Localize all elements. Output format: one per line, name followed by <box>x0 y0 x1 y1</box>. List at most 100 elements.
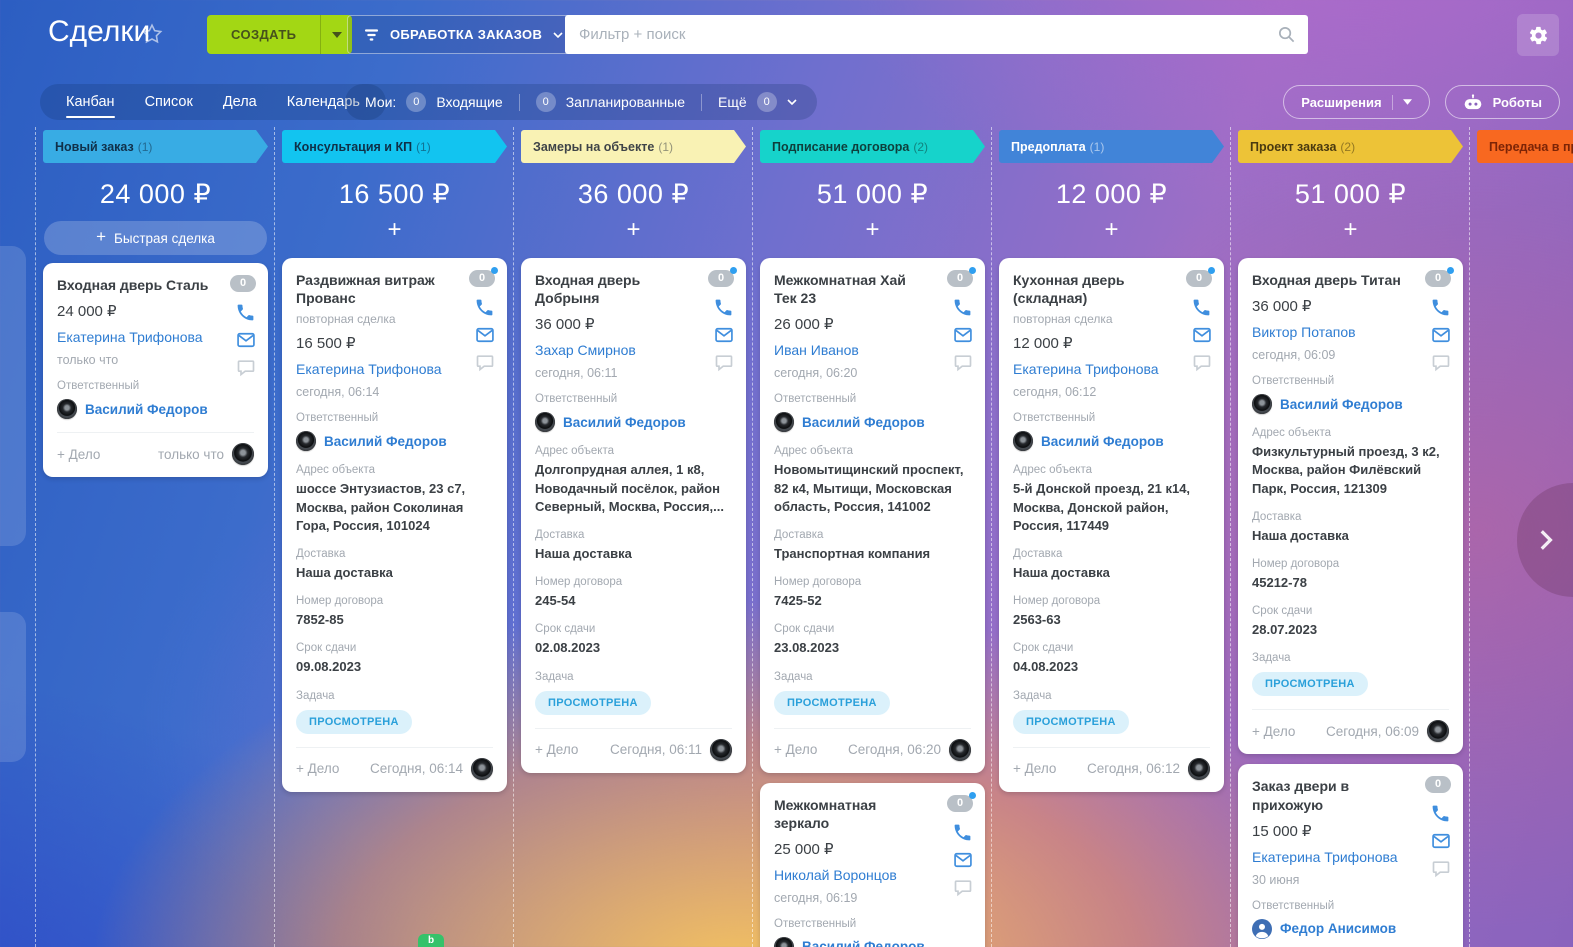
tab-activities[interactable]: Дела <box>222 94 257 110</box>
search-icon[interactable] <box>1277 25 1296 44</box>
deal-contact-link[interactable]: Екатерина Трифонова <box>1013 361 1159 378</box>
responsible-name-link[interactable]: Василий Федоров <box>563 414 686 430</box>
chat-icon[interactable] <box>714 352 734 372</box>
mail-icon[interactable] <box>1192 325 1212 345</box>
chat-icon[interactable] <box>1431 858 1451 878</box>
add-deal-button[interactable]: + <box>865 216 880 243</box>
phone-icon[interactable] <box>952 297 973 318</box>
column-header[interactable]: Предоплата (1) <box>999 130 1224 163</box>
chat-icon[interactable] <box>953 877 973 897</box>
deal-title: Раздвижная витраж Прованс <box>296 272 435 307</box>
task-status-badge[interactable]: ПРОСМОТРЕНА <box>296 709 412 734</box>
chevron-down-icon[interactable] <box>1402 99 1412 105</box>
phone-icon[interactable] <box>235 302 256 323</box>
mail-icon[interactable] <box>1431 325 1451 345</box>
deal-contact-link[interactable]: Захар Смирнов <box>535 342 636 359</box>
responsible-name-link[interactable]: Василий Федоров <box>1041 433 1164 449</box>
task-status-badge[interactable]: ПРОСМОТРЕНА <box>1252 672 1368 697</box>
more-count-badge[interactable]: 0 <box>756 92 777 112</box>
favorite-star-icon[interactable] <box>140 22 164 46</box>
column-header[interactable]: Консультация и КП (1) <box>282 130 507 163</box>
incoming-label[interactable]: Входящие <box>436 94 503 110</box>
deal-card[interactable]: 0 Входная дверь Добрыня 36 000 ₽ Захар Смир… <box>521 258 746 773</box>
column-header[interactable]: Передача в пр <box>1477 130 1573 163</box>
deal-contact-link[interactable]: Екатерина Трифонова <box>296 361 442 378</box>
task-status-badge[interactable]: ПРОСМОТРЕНА <box>1013 709 1129 734</box>
create-button-label[interactable]: СОЗДАТЬ <box>207 15 321 54</box>
add-deal-button[interactable]: + <box>1104 216 1119 243</box>
responsible-name-link[interactable]: Василий Федоров <box>85 401 208 417</box>
column-header[interactable]: Подписание договора (2) <box>760 130 985 163</box>
mail-icon[interactable] <box>475 325 495 345</box>
phone-icon[interactable] <box>713 297 734 318</box>
pipeline-selector-button[interactable]: ОБРАБОТКА ЗАКАЗОВ <box>347 15 581 54</box>
deal-title: Кухонная дверь (складная) <box>1013 272 1125 307</box>
responsible-name-link[interactable]: Федор Анисимов <box>1280 921 1397 937</box>
add-activity-link[interactable]: + Дело <box>57 446 101 462</box>
phone-icon[interactable] <box>1430 297 1451 318</box>
chat-widget-button[interactable]: b <box>418 934 444 947</box>
deal-card[interactable]: 0 Межкомнатная Хай Тек 23 26 000 ₽ Иван Ива… <box>760 258 985 773</box>
responsible-name-link[interactable]: Василий Федоров <box>802 414 925 430</box>
planned-count-badge[interactable]: 0 <box>535 92 556 112</box>
mail-icon[interactable] <box>236 330 256 350</box>
deal-card[interactable]: 0 Входная дверь Титан 36 000 ₽ Виктор Потап… <box>1238 258 1463 755</box>
tab-kanban[interactable]: Канбан <box>66 94 115 118</box>
task-status-badge[interactable]: ПРОСМОТРЕНА <box>774 690 890 715</box>
deal-contact-link[interactable]: Виктор Потапов <box>1252 324 1356 341</box>
deal-card[interactable]: 0 Межкомнатная зеркало 25 000 ₽ Николай Вор… <box>760 782 985 947</box>
chat-icon[interactable] <box>953 352 973 372</box>
create-button[interactable]: СОЗДАТЬ <box>207 15 353 54</box>
chat-icon[interactable] <box>1431 352 1451 372</box>
phone-icon[interactable] <box>952 822 973 843</box>
add-activity-link[interactable]: + Дело <box>774 742 818 757</box>
add-deal-button[interactable]: + <box>1343 216 1358 243</box>
deal-card[interactable]: 0 Кухонная дверь (складная) повторная сдел… <box>999 258 1224 792</box>
add-activity-link[interactable]: + Дело <box>296 761 340 776</box>
chevron-down-icon[interactable] <box>787 99 797 105</box>
add-activity-link[interactable]: + Дело <box>535 742 579 757</box>
mail-icon[interactable] <box>1431 831 1451 851</box>
phone-icon[interactable] <box>1430 803 1451 824</box>
robots-button[interactable]: Роботы <box>1444 85 1560 119</box>
column-header[interactable]: Проект заказа (2) <box>1238 130 1463 163</box>
chat-icon[interactable] <box>1192 352 1212 372</box>
settings-button[interactable] <box>1517 14 1559 56</box>
task-status-badge[interactable]: ПРОСМОТРЕНА <box>535 690 651 715</box>
responsible-name-link[interactable]: Василий Федоров <box>802 939 925 947</box>
quick-deal-button[interactable]: + Быстрая сделка <box>44 221 267 255</box>
mail-icon[interactable] <box>953 850 973 870</box>
responsible-name-link[interactable]: Василий Федоров <box>324 433 447 449</box>
add-deal-button[interactable]: + <box>387 216 402 243</box>
deal-card[interactable]: 0 Входная дверь Сталь 24 000 ₽ Екатерина Тр… <box>43 263 268 478</box>
deal-card[interactable]: 0 Раздвижная витраж Прованс повторная сдел… <box>282 258 507 792</box>
add-deal-button[interactable]: + <box>1476 163 1573 203</box>
mail-icon[interactable] <box>714 325 734 345</box>
deal-activity-time: сегодня, 06:09 <box>1252 348 1336 363</box>
responsible-name-link[interactable]: Василий Федоров <box>1280 396 1403 412</box>
mail-icon[interactable] <box>953 325 973 345</box>
phone-icon[interactable] <box>474 297 495 318</box>
phone-icon[interactable] <box>1191 297 1212 318</box>
extensions-button[interactable]: Расширения <box>1283 85 1430 119</box>
search-input[interactable] <box>565 15 1308 54</box>
deal-contact-link[interactable]: Екатерина Трифонова <box>1252 848 1398 865</box>
deal-contact-link[interactable]: Екатерина Трифонова <box>57 329 203 346</box>
add-activity-link[interactable]: + Дело <box>1252 723 1296 739</box>
chat-icon[interactable] <box>236 357 256 377</box>
tab-list[interactable]: Список <box>144 94 193 110</box>
incoming-count-badge[interactable]: 0 <box>406 92 427 112</box>
add-deal-button[interactable]: + <box>626 216 641 243</box>
column-header[interactable]: Замеры на объекте (1) <box>521 130 746 163</box>
deal-card[interactable]: 0 Заказ двери в прихожую 15 000 ₽ Екатерина… <box>1238 764 1463 947</box>
quick-deal-label: Быстрая сделка <box>114 230 215 246</box>
add-activity-link[interactable]: + Дело <box>1013 761 1057 776</box>
planned-label[interactable]: Запланированные <box>565 94 685 110</box>
tab-calendar[interactable]: Календарь <box>286 94 360 110</box>
deal-contact-link[interactable]: Иван Иванов <box>774 342 859 359</box>
deal-contact-link[interactable]: Николай Воронцов <box>774 866 897 883</box>
create-dropdown-caret[interactable] <box>320 15 353 54</box>
more-label[interactable]: Ещё <box>718 94 747 110</box>
chat-icon[interactable] <box>475 352 495 372</box>
column-header[interactable]: Новый заказ (1) <box>43 130 268 163</box>
